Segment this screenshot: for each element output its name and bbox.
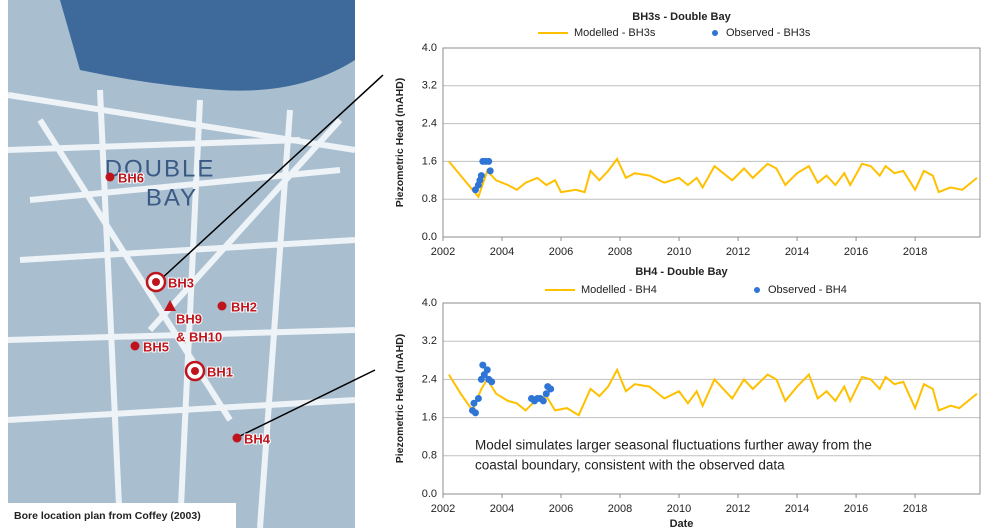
map-caption: Bore location plan from Coffey (2003) <box>14 510 201 522</box>
x-tick-label: 2012 <box>726 246 750 258</box>
x-tick-label: 2002 <box>431 246 455 258</box>
x-tick-label: 2012 <box>726 503 750 515</box>
y-tick-label: 2.4 <box>422 373 437 385</box>
x-tick-label: 2016 <box>844 246 868 258</box>
x-tick-label: 2014 <box>785 246 809 258</box>
x-tick-label: 2018 <box>903 503 927 515</box>
annotation: coastal boundary, consistent with the ob… <box>475 458 785 473</box>
bore-label: BH4 <box>244 431 271 446</box>
x-axis-label: Date <box>670 518 694 528</box>
observed-point <box>488 378 495 385</box>
y-tick-label: 3.2 <box>422 335 437 347</box>
x-tick-label: 2010 <box>667 246 691 258</box>
y-tick-label: 0.0 <box>422 231 437 243</box>
x-tick-label: 2018 <box>903 246 927 258</box>
y-tick-label: 1.6 <box>422 412 437 424</box>
legend-label: Observed - BH3s <box>726 27 811 39</box>
y-tick-label: 1.6 <box>422 155 437 167</box>
annotation: Model simulates larger seasonal fluctuat… <box>475 438 872 453</box>
bore-label: BH9 <box>176 311 202 326</box>
x-tick-label: 2004 <box>490 503 514 515</box>
y-tick-label: 3.2 <box>422 80 437 92</box>
observed-point <box>475 395 482 402</box>
bore-marker <box>191 367 199 375</box>
y-tick-label: 4.0 <box>422 297 437 309</box>
bore-marker <box>233 434 242 443</box>
x-tick-label: 2006 <box>549 503 573 515</box>
bore-marker <box>152 278 160 286</box>
y-tick-label: 0.8 <box>422 450 437 462</box>
plot-border <box>443 48 980 237</box>
y-tick-label: 0.0 <box>422 488 437 500</box>
chart-title: BH3s - Double Bay <box>632 11 731 23</box>
y-tick-label: 2.4 <box>422 118 437 130</box>
bore-marker <box>131 342 140 351</box>
bore-label: BH6 <box>118 170 144 185</box>
x-tick-label: 2010 <box>667 503 691 515</box>
legend-label: Observed - BH4 <box>768 284 847 296</box>
bore-label: BH3 <box>168 275 194 290</box>
legend-label: Modelled - BH4 <box>581 284 657 296</box>
bore-marker <box>106 173 115 182</box>
bore-marker <box>218 302 227 311</box>
observed-point <box>485 158 492 165</box>
bore-label: BH5 <box>143 339 169 354</box>
bore-label: BH2 <box>231 299 257 314</box>
model-line <box>449 370 977 415</box>
legend-swatch <box>754 287 760 293</box>
y-axis-label: Piezometric Head (mAHD) <box>394 334 406 464</box>
x-tick-label: 2008 <box>608 503 632 515</box>
charts: 0.0 0.8 1.6 2.4 3.2 4.0 2002 2004 2006 2008 2010 20… <box>394 11 980 528</box>
observed-point <box>484 366 491 373</box>
x-tick-label: 2008 <box>608 246 632 258</box>
observed-point <box>540 397 547 404</box>
legend-swatch <box>712 30 718 36</box>
model-line <box>449 159 977 197</box>
y-tick-label: 0.8 <box>422 193 437 205</box>
chart-title: BH4 - Double Bay <box>635 266 728 278</box>
y-axis-label: Piezometric Head (mAHD) <box>394 78 406 208</box>
x-tick-label: 2016 <box>844 503 868 515</box>
observed-point <box>487 167 494 174</box>
bore-label: & BH10 <box>176 329 222 344</box>
x-tick-label: 2014 <box>785 503 809 515</box>
legend-label: Modelled - BH3s <box>574 27 656 39</box>
x-tick-label: 2006 <box>549 246 573 258</box>
x-tick-label: 2004 <box>490 246 514 258</box>
x-tick-label: 2002 <box>431 503 455 515</box>
bore-label: BH1 <box>207 364 233 379</box>
page: DOUBLEBAYBH6BH3BH2BH9& BH10BH5BH1BH4Bore… <box>0 0 990 528</box>
place-label: BAY <box>146 184 198 211</box>
observed-point <box>472 409 479 416</box>
y-tick-label: 4.0 <box>422 42 437 54</box>
observed-point <box>478 172 485 179</box>
observed-point <box>547 385 554 392</box>
